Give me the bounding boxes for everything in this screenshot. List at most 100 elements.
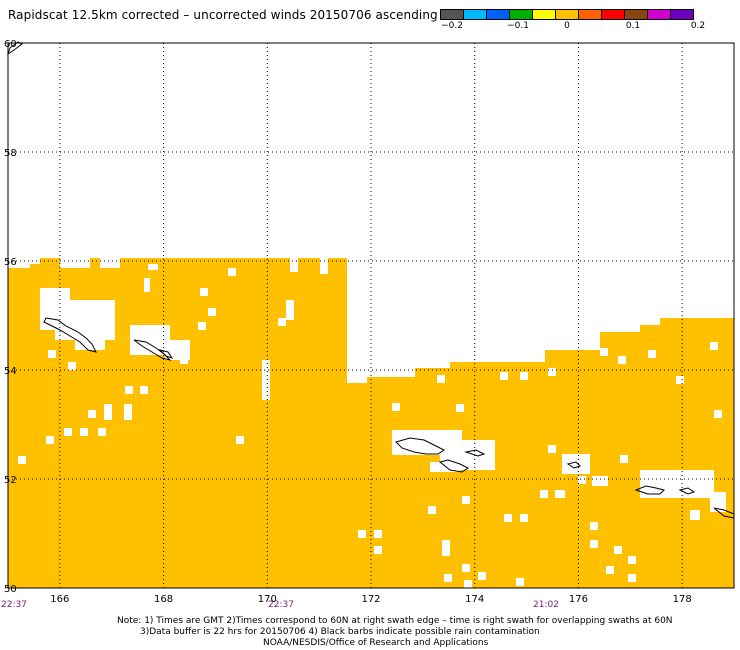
lon-tick-label: 170 xyxy=(258,594,277,605)
missing-data-cell xyxy=(236,436,244,444)
lon-tick-label: 172 xyxy=(361,594,380,605)
lat-tick-label: 54 xyxy=(4,366,17,377)
missing-data-cell xyxy=(88,410,96,418)
chart-title: Rapidscat 12.5km corrected – uncorrected… xyxy=(8,8,438,22)
missing-data-cell xyxy=(104,404,112,420)
missing-data-cell xyxy=(606,566,614,574)
missing-data-cell xyxy=(374,530,382,538)
missing-data-cell xyxy=(516,578,524,586)
missing-data-cell xyxy=(64,428,72,436)
missing-data-cell xyxy=(198,322,206,330)
missing-data-cell xyxy=(648,350,656,358)
missing-data-cell xyxy=(392,403,400,411)
lat-tick-label: 52 xyxy=(4,475,17,486)
missing-data-cell xyxy=(548,368,556,376)
lat-tick-label: 56 xyxy=(4,257,17,268)
missing-data-cell xyxy=(690,510,700,520)
missing-data-cell xyxy=(456,404,464,412)
missing-data-cell xyxy=(144,278,150,292)
footer-credit: NOAA/NESDIS/Office of Research and Appli… xyxy=(263,638,489,648)
missing-data-cell xyxy=(614,546,622,554)
missing-data-cell xyxy=(600,348,608,356)
missing-data-cell xyxy=(520,514,528,522)
lon-tick-label: 178 xyxy=(673,594,692,605)
missing-data-cell xyxy=(98,428,106,436)
missing-data-cell xyxy=(548,445,556,453)
missing-data-cell xyxy=(590,522,598,530)
missing-data-cell xyxy=(590,540,598,548)
missing-data-cell xyxy=(200,288,208,296)
coastline xyxy=(158,349,174,359)
coastline xyxy=(133,339,172,361)
missing-data-cell xyxy=(714,410,722,418)
missing-data-cell xyxy=(286,300,294,320)
missing-data-cell xyxy=(374,546,382,554)
missing-data-cell xyxy=(628,574,636,582)
lon-tick-label: 176 xyxy=(569,594,588,605)
missing-data-cell xyxy=(437,375,445,383)
coastline xyxy=(678,487,696,495)
time-label-2: 22:37 xyxy=(268,600,294,610)
lon-tick-label: 174 xyxy=(465,594,484,605)
missing-data-cell xyxy=(140,386,148,394)
missing-data-cell xyxy=(60,258,90,268)
map-frame xyxy=(7,42,735,589)
coastline xyxy=(566,461,581,469)
missing-data-cell xyxy=(180,356,188,364)
missing-data-cell xyxy=(562,454,590,474)
colorbar-label-zero: 0 xyxy=(564,21,570,31)
missing-data-cell xyxy=(290,258,298,272)
graticule-layer xyxy=(8,43,734,588)
missing-data-cell xyxy=(676,376,684,384)
missing-data-cell xyxy=(618,356,626,364)
missing-data-cell xyxy=(46,436,54,444)
missing-data-cell xyxy=(100,258,120,268)
missing-data-cell xyxy=(620,455,628,463)
missing-data-layer xyxy=(8,258,726,588)
coastline xyxy=(43,317,97,353)
missing-data-cell xyxy=(8,260,30,268)
coastline xyxy=(438,459,469,473)
coastline xyxy=(464,449,486,457)
missing-data-cell xyxy=(278,318,286,326)
missing-data-cell xyxy=(165,340,190,360)
missing-data-cell xyxy=(462,496,470,504)
missing-data-cell xyxy=(402,370,412,376)
missing-data-cell xyxy=(48,350,56,358)
missing-data-cell xyxy=(80,428,88,436)
missing-data-cell xyxy=(124,404,132,420)
coastline xyxy=(634,485,665,495)
missing-data-cell xyxy=(520,372,528,380)
missing-data-cell xyxy=(442,540,450,556)
missing-data-cell xyxy=(504,514,512,522)
colorbar-label-min: −0.2 xyxy=(441,21,463,31)
missing-data-cell xyxy=(68,362,76,370)
missing-data-cell xyxy=(462,564,470,572)
colorbar-swatch xyxy=(670,9,694,20)
lat-tick-label: 58 xyxy=(4,148,17,159)
colorbar-label-pos: 0.1 xyxy=(625,21,641,31)
missing-data-cell xyxy=(358,530,366,538)
missing-data-cell xyxy=(228,268,236,276)
missing-data-cell xyxy=(540,490,548,498)
lon-tick-label: 168 xyxy=(154,594,173,605)
missing-data-cell xyxy=(464,580,472,588)
missing-data-cell xyxy=(444,574,452,582)
missing-data-cell xyxy=(148,264,158,270)
footer-note-1: Note: 1) Times are GMT 2)Times correspon… xyxy=(117,616,673,626)
colorbar-label-neg: −0.1 xyxy=(507,21,529,31)
missing-data-cell xyxy=(30,258,40,264)
missing-data-cell xyxy=(208,308,216,316)
missing-data-cell xyxy=(710,492,726,512)
missing-data-cell xyxy=(710,342,718,350)
missing-data-cell xyxy=(18,456,26,464)
lon-tick-label: 166 xyxy=(50,594,69,605)
coastline xyxy=(395,437,445,455)
footer-note-2: 3)Data buffer is 22 hrs for 20150706 4) … xyxy=(140,627,540,637)
missing-data-cell xyxy=(320,258,328,274)
colorbar-label-max: 0.2 xyxy=(690,21,706,31)
missing-data-cell xyxy=(262,360,270,400)
time-label-3: 21:02 xyxy=(533,600,559,610)
missing-data-cell xyxy=(428,506,436,514)
